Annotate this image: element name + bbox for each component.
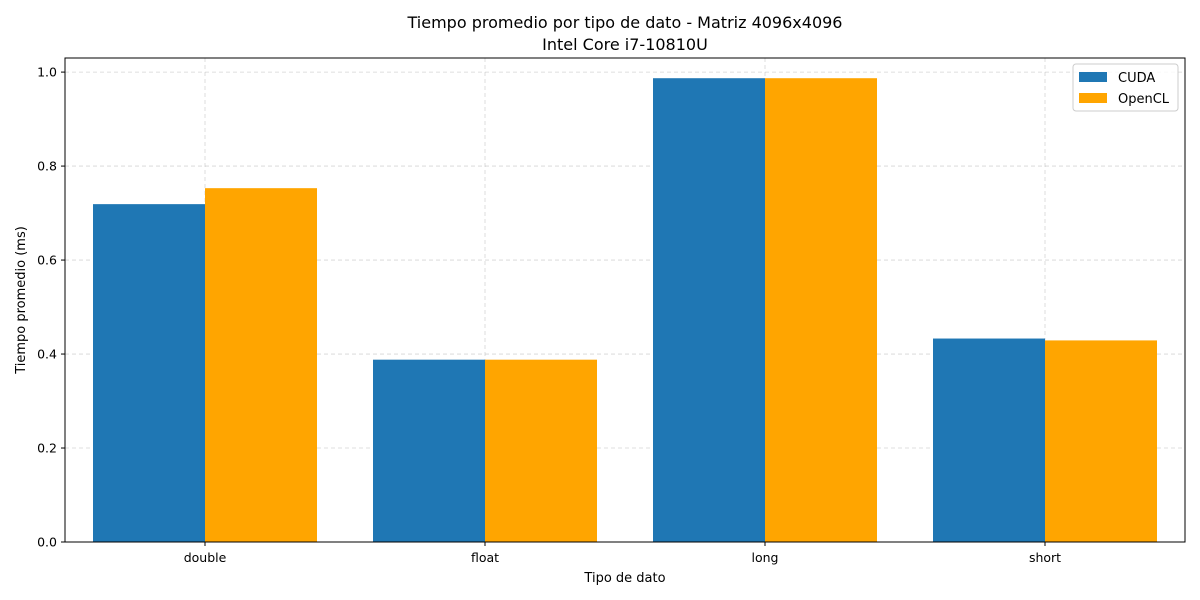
y-tick-label: 0.4 — [37, 347, 57, 362]
bar-opencl-float — [485, 359, 597, 542]
x-tick-label: float — [471, 550, 499, 565]
y-axis-label: Tiempo promedio (ms) — [14, 226, 29, 375]
x-tick-label: short — [1029, 550, 1061, 565]
plot-frame — [64, 57, 1186, 543]
chart-subtitle: Intel Core i7-10810U — [542, 35, 708, 54]
bars — [93, 78, 1157, 543]
legend: CUDA OpenCL — [1072, 63, 1179, 112]
bar-cuda-short — [933, 338, 1045, 542]
x-tick-label: long — [752, 550, 779, 565]
y-tick-label: 0.8 — [37, 159, 57, 174]
y-tick-label: 0.2 — [37, 441, 57, 456]
legend-label-cuda: CUDA — [1118, 71, 1155, 86]
bar-opencl-short — [1045, 340, 1157, 542]
legend-swatch-opencl — [1079, 93, 1107, 103]
x-axis-label: Tipo de dato — [583, 571, 665, 586]
bar-cuda-double — [93, 204, 205, 542]
legend-swatch-cuda — [1079, 72, 1107, 82]
bar-cuda-long — [653, 78, 765, 543]
chart-title: Tiempo promedio por tipo de dato - Matri… — [407, 13, 843, 32]
legend-label-opencl: OpenCL — [1118, 92, 1170, 107]
bar-opencl-double — [205, 188, 317, 543]
y-tick-label: 1.0 — [37, 65, 57, 80]
bar-opencl-long — [765, 78, 877, 543]
axis-ticks: 0.0 0.2 0.4 0.6 0.8 1.0 double float long short — [37, 65, 1061, 565]
bar-cuda-float — [373, 359, 485, 542]
y-tick-label: 0.6 — [37, 253, 57, 268]
y-tick-label: 0.0 — [37, 535, 57, 550]
x-tick-label: double — [184, 550, 227, 565]
